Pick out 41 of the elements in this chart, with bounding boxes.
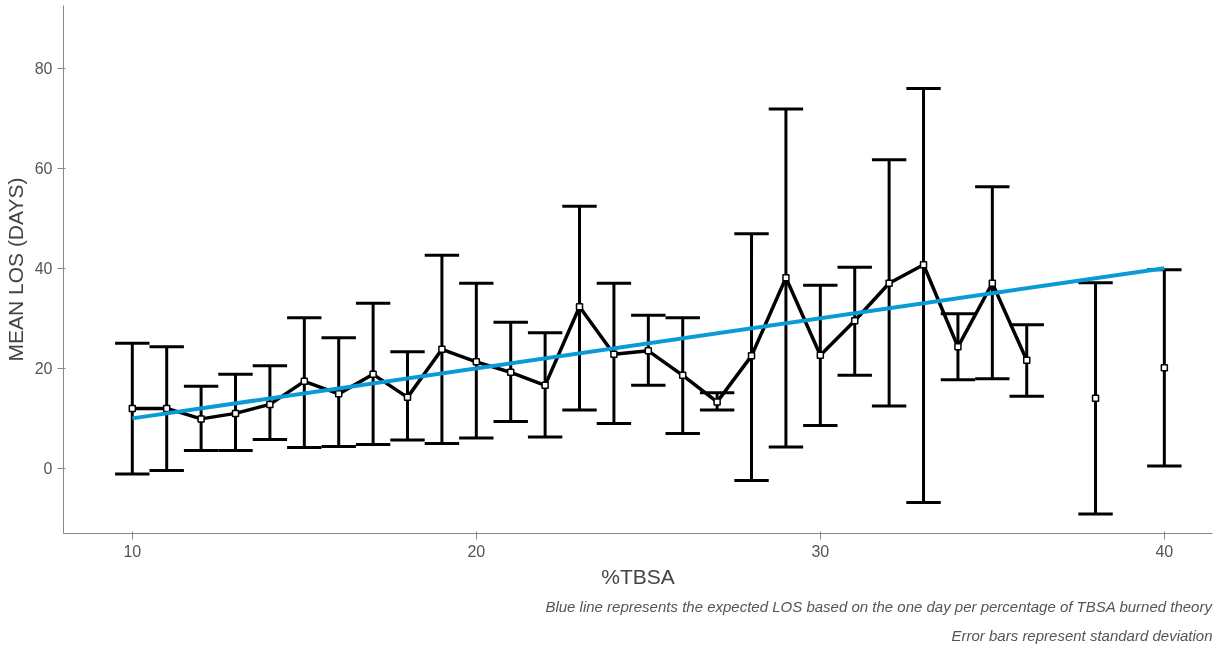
text: Error bars represent standard deviation [951,626,1213,644]
point [644,347,653,355]
y-tick-label: 60 [34,160,53,178]
point [403,393,412,402]
point [1022,356,1031,365]
y-tick-label: 40 [34,260,53,278]
x-tick-label: 40 [1155,542,1174,560]
x-axis-title: %TBSA [601,564,675,588]
point [231,409,240,418]
x-tick-label: 30 [811,542,830,560]
point [713,398,721,406]
point [506,368,515,377]
point [747,352,756,360]
point [369,370,377,379]
point [197,415,205,423]
y-tick-label: 80 [34,60,53,78]
point [334,390,343,398]
point [1160,364,1169,372]
y-axis-title: MEAN LOS (DAYS) [3,177,27,362]
point [678,371,687,380]
y-tick-label: 0 [43,460,53,478]
point [954,343,962,351]
point [128,404,137,413]
point [575,303,584,311]
point [885,279,893,288]
point [1091,394,1100,403]
x-tick-label: 20 [467,542,486,560]
point [541,381,549,390]
point [472,358,481,366]
point [850,317,859,325]
point [782,274,790,282]
point [919,261,928,269]
point [816,351,825,360]
y-tick-label: 20 [34,360,53,378]
x-tick-label: 10 [123,542,142,560]
point [610,350,618,359]
text: Blue line represents the expected LOS based on the one day per percentage of TBSA burned theory [545,597,1214,615]
point [988,279,997,288]
point [300,377,309,386]
point [438,345,446,354]
point [266,400,274,409]
